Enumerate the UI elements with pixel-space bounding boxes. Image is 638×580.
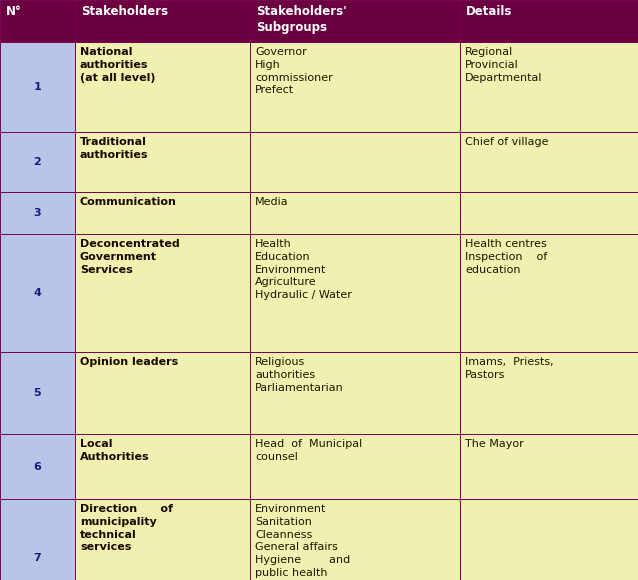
Bar: [460, 192, 638, 234]
Bar: [75, 352, 250, 434]
Bar: [0, 192, 75, 234]
Text: National
authorities
(at all level): National authorities (at all level): [80, 47, 156, 82]
Text: 5: 5: [34, 388, 41, 398]
Bar: [250, 42, 460, 132]
Text: 3: 3: [34, 208, 41, 218]
Bar: [250, 132, 460, 192]
Text: Head  of  Municipal
counsel: Head of Municipal counsel: [255, 439, 362, 462]
Text: Direction      of
municipality
technical
services: Direction of municipality technical serv…: [80, 504, 173, 552]
Bar: [0, 42, 75, 132]
Text: Deconcentrated
Government
Services: Deconcentrated Government Services: [80, 239, 180, 274]
Text: 1: 1: [34, 82, 41, 92]
Bar: [0, 434, 75, 499]
Bar: [460, 0, 638, 42]
Text: Communication: Communication: [80, 197, 177, 207]
Text: 7: 7: [34, 553, 41, 563]
Text: Stakeholders: Stakeholders: [81, 5, 168, 18]
Bar: [460, 132, 638, 192]
Text: Stakeholders'
Subgroups: Stakeholders' Subgroups: [256, 5, 346, 34]
Bar: [0, 132, 75, 192]
Bar: [460, 499, 638, 580]
Bar: [75, 434, 250, 499]
Bar: [75, 42, 250, 132]
Bar: [250, 499, 460, 580]
Text: 4: 4: [34, 288, 41, 298]
Bar: [75, 499, 250, 580]
Text: Traditional
authorities: Traditional authorities: [80, 137, 149, 160]
Bar: [0, 499, 75, 580]
Text: Imams,  Priests,
Pastors: Imams, Priests, Pastors: [465, 357, 554, 380]
Bar: [0, 234, 75, 352]
Bar: [460, 234, 638, 352]
Bar: [250, 352, 460, 434]
Bar: [460, 42, 638, 132]
Bar: [250, 0, 460, 42]
Text: Governor
High
commissioner
Prefect: Governor High commissioner Prefect: [255, 47, 333, 95]
Text: The Mayor: The Mayor: [465, 439, 524, 449]
Bar: [0, 0, 75, 42]
Bar: [75, 234, 250, 352]
Text: 6: 6: [34, 462, 41, 472]
Text: Regional
Provincial
Departmental: Regional Provincial Departmental: [465, 47, 542, 82]
Bar: [250, 234, 460, 352]
Bar: [0, 352, 75, 434]
Bar: [460, 434, 638, 499]
Text: Details: Details: [466, 5, 512, 18]
Bar: [250, 434, 460, 499]
Text: N°: N°: [6, 5, 22, 18]
Text: Media: Media: [255, 197, 288, 207]
Text: Health
Education
Environment
Agriculture
Hydraulic / Water: Health Education Environment Agriculture…: [255, 239, 352, 300]
Text: Local
Authorities: Local Authorities: [80, 439, 150, 462]
Text: Chief of village: Chief of village: [465, 137, 549, 147]
Text: Opinion leaders: Opinion leaders: [80, 357, 178, 367]
Bar: [75, 132, 250, 192]
Text: Health centres
Inspection    of
education: Health centres Inspection of education: [465, 239, 547, 274]
Text: Religious
authorities
Parliamentarian: Religious authorities Parliamentarian: [255, 357, 344, 393]
Text: Environment
Sanitation
Cleanness
General affairs
Hygiene        and
public healt: Environment Sanitation Cleanness General…: [255, 504, 350, 578]
Bar: [75, 192, 250, 234]
Bar: [460, 352, 638, 434]
Bar: [250, 192, 460, 234]
Bar: [75, 0, 250, 42]
Text: 2: 2: [34, 157, 41, 167]
